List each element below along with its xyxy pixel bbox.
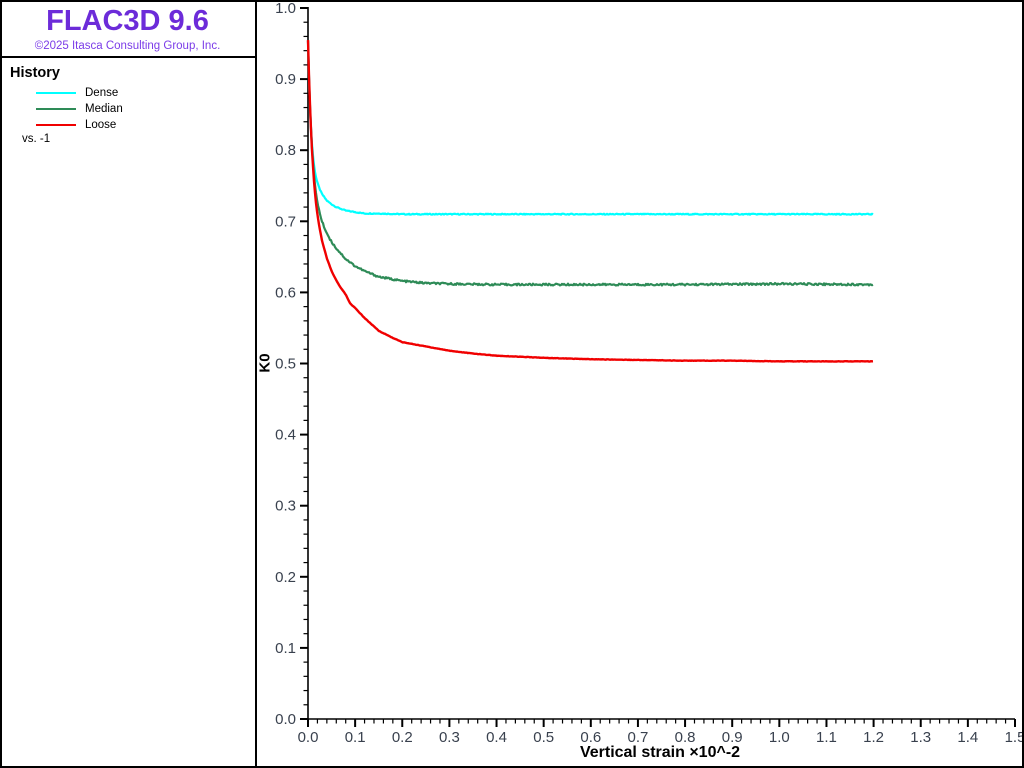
y-tick-label: 0.2	[275, 569, 296, 586]
x-tick-label: 0.8	[675, 729, 696, 746]
legend-item-label: Loose	[85, 119, 117, 131]
y-tick-label: 0.4	[275, 427, 296, 444]
legend-heading: History	[10, 65, 60, 81]
x-tick-label: 0.6	[580, 729, 601, 746]
x-tick-label: 0.5	[533, 729, 554, 746]
x-tick-label: 0.1	[345, 729, 366, 746]
legend-swatch	[36, 108, 76, 110]
copyright-text: ©2025 Itasca Consulting Group, Inc.	[34, 40, 221, 52]
x-axis-title: Vertical strain ×10^-2	[579, 744, 741, 761]
legend-item: Median	[0, 101, 255, 117]
x-tick-label: 1.4	[957, 729, 978, 746]
legend-footnote: vs. -1	[22, 133, 51, 145]
x-tick-label: 1.0	[769, 729, 790, 746]
x-tick-label: 0.9	[722, 729, 743, 746]
sidebar: FLAC3D 9.6 ©2025 Itasca Consulting Group…	[0, 0, 255, 768]
chart-panel: 0.0 0.1 0.2 0.3 0.4 0.5 0.6 0.7 0.8 0.9 1.0 0.0 0.1 0…	[257, 0, 1022, 768]
x-tick-label: 1.1	[816, 729, 837, 746]
plot-svg: 0.0 0.1 0.2 0.3 0.4 0.5 0.6 0.7 0.8 0.9 1.0 0.0 0.1 0…	[275, 0, 1022, 746]
y-tick-label: 0.9	[275, 71, 296, 88]
x-tick-label: 0.7	[628, 729, 649, 746]
y-tick-label: 0.5	[275, 356, 296, 373]
series-median-line	[306, 40, 874, 287]
y-tick-label: 0.3	[275, 498, 296, 515]
x-tick-label: 0.4	[486, 729, 507, 746]
legend: Dense Median Loose	[0, 85, 255, 133]
x-tick-label: 0.3	[439, 729, 460, 746]
y-tick-label: 1.0	[275, 0, 296, 17]
series-loose-line	[306, 40, 874, 363]
series-dense-line	[306, 40, 874, 216]
y-tick-label: 0.1	[275, 640, 296, 657]
y-tick-label: 0.6	[275, 284, 296, 301]
y-tick-label: 0.7	[275, 213, 296, 230]
app-title: FLAC3D 9.6	[46, 5, 209, 37]
panel-divider	[255, 0, 257, 768]
legend-item-label: Dense	[85, 87, 119, 99]
x-tick-label: 1.2	[863, 729, 884, 746]
legend-item: Loose	[0, 117, 255, 133]
legend-item-label: Median	[85, 103, 123, 115]
legend-item: Dense	[0, 85, 255, 101]
legend-swatch	[36, 92, 76, 94]
x-tick-label: 0.0	[298, 729, 319, 746]
x-tick-label: 1.3	[910, 729, 931, 746]
x-tick-label: 0.2	[392, 729, 413, 746]
legend-swatch	[36, 124, 76, 126]
y-tick-label: 0.8	[275, 142, 296, 159]
x-tick-label: 1.5	[1005, 729, 1022, 746]
y-axis-title: K0	[256, 353, 274, 373]
sidebar-divider	[2, 56, 255, 58]
y-tick-label: 0.0	[275, 711, 296, 728]
